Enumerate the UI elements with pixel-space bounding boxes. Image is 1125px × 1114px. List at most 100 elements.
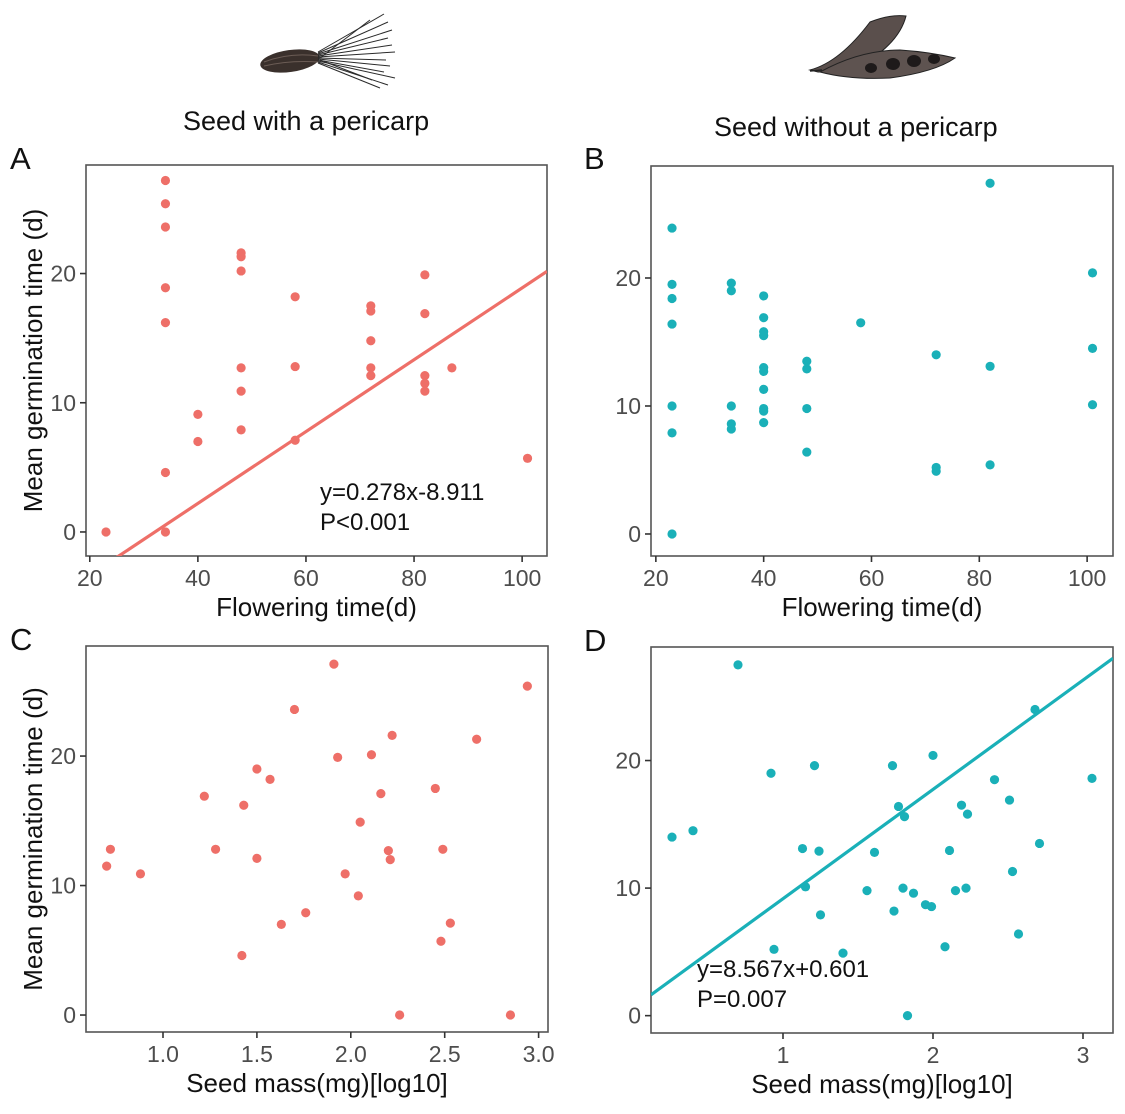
- data-point: [1013, 929, 1024, 939]
- data-point: [759, 418, 769, 428]
- data-point: [726, 278, 736, 288]
- p-value: P=0.007: [697, 986, 787, 1013]
- data-point: [329, 659, 339, 669]
- x-tick-label: 3: [1077, 1042, 1090, 1068]
- data-point: [928, 750, 938, 761]
- data-point: [1030, 704, 1040, 715]
- data-point: [667, 279, 677, 289]
- data-point: [944, 845, 955, 856]
- panel-label: A: [10, 141, 31, 176]
- data-point: [838, 948, 848, 958]
- x-axis-title: Flowering time(d): [782, 592, 983, 622]
- data-point: [366, 306, 376, 316]
- data-point: [899, 812, 910, 822]
- panel-label: D: [584, 623, 606, 658]
- y-axis-title: Mean germination time (d): [18, 209, 48, 512]
- data-point: [926, 901, 937, 912]
- data-point: [355, 817, 365, 827]
- data-point: [1087, 773, 1097, 783]
- data-point: [160, 283, 171, 293]
- data-point: [667, 293, 677, 304]
- data-point: [893, 801, 904, 812]
- x-tick-label: 100: [1068, 565, 1106, 591]
- data-point: [1007, 866, 1018, 877]
- y-tick-label: 10: [50, 390, 76, 416]
- plot-frame: [650, 165, 1114, 557]
- data-point: [276, 919, 286, 929]
- data-point: [239, 800, 249, 810]
- x-tick-label: 60: [293, 565, 319, 591]
- data-point: [420, 386, 430, 396]
- data-point: [447, 363, 457, 373]
- data-point: [889, 906, 899, 916]
- data-point: [160, 467, 171, 478]
- data-point: [290, 292, 300, 302]
- x-tick-label: 1.5: [241, 1041, 273, 1067]
- y-tick-label: 0: [628, 521, 641, 547]
- data-point: [505, 1010, 516, 1020]
- data-point: [445, 918, 455, 928]
- y-tick-label: 20: [615, 265, 641, 291]
- data-point: [802, 356, 812, 366]
- data-point: [802, 403, 812, 414]
- data-point: [333, 752, 343, 762]
- right-column-title: Seed without a pericarp: [714, 112, 998, 142]
- regression-line: [651, 656, 1113, 997]
- x-tick-label: 1: [777, 1042, 790, 1068]
- x-tick-label: 20: [643, 565, 669, 591]
- plot-frame: [85, 645, 549, 1033]
- x-tick-label: 40: [185, 565, 211, 591]
- data-point: [1087, 268, 1098, 278]
- data-point: [759, 330, 769, 341]
- data-point: [733, 660, 743, 670]
- data-point: [236, 266, 246, 276]
- data-point: [387, 730, 397, 740]
- x-tick-label: 1.0: [147, 1041, 179, 1067]
- panel-b: B 20 40 60 80 100 0 10 20 Flowering time(d): [584, 141, 1114, 622]
- data-point: [289, 704, 300, 715]
- data-point: [252, 764, 262, 774]
- data-point: [726, 424, 736, 434]
- achene-seed-with-bristles-icon: [260, 13, 396, 89]
- data-point: [931, 466, 941, 476]
- data-point: [667, 832, 677, 842]
- data-point: [797, 843, 808, 854]
- data-point: [340, 869, 350, 879]
- data-point: [985, 361, 995, 371]
- data-point: [1034, 838, 1045, 849]
- panel-label: B: [584, 141, 605, 176]
- data-point: [395, 1010, 405, 1020]
- data-point: [430, 783, 440, 794]
- data-point: [210, 844, 221, 854]
- data-point: [1087, 400, 1098, 410]
- data-point: [237, 950, 247, 961]
- regression-equation: y=0.278x-8.911: [320, 479, 484, 506]
- data-point: [420, 308, 430, 319]
- data-point: [290, 361, 300, 372]
- data-point: [809, 761, 820, 771]
- data-point: [759, 366, 769, 377]
- data-point: [290, 435, 300, 445]
- data-point: [366, 336, 376, 346]
- data-point: [862, 886, 872, 896]
- y-tick-label: 0: [628, 1003, 641, 1029]
- regression-equation: y=8.567x+0.601: [697, 956, 869, 983]
- data-point: [950, 886, 961, 896]
- data-point: [667, 401, 677, 411]
- data-point: [366, 750, 377, 760]
- data-point: [353, 891, 363, 901]
- data-point: [252, 853, 262, 863]
- data-point: [522, 453, 533, 463]
- y-tick-label: 10: [615, 393, 641, 419]
- data-point: [759, 291, 769, 301]
- data-point: [438, 844, 448, 854]
- panel-label: C: [10, 622, 32, 657]
- data-point: [902, 1011, 913, 1021]
- x-tick-label: 100: [503, 565, 541, 591]
- data-point: [383, 845, 393, 856]
- data-point: [1004, 795, 1015, 805]
- x-tick-label: 2: [927, 1042, 940, 1068]
- y-tick-label: 20: [50, 261, 76, 287]
- data-point: [236, 425, 246, 435]
- data-point: [135, 869, 146, 879]
